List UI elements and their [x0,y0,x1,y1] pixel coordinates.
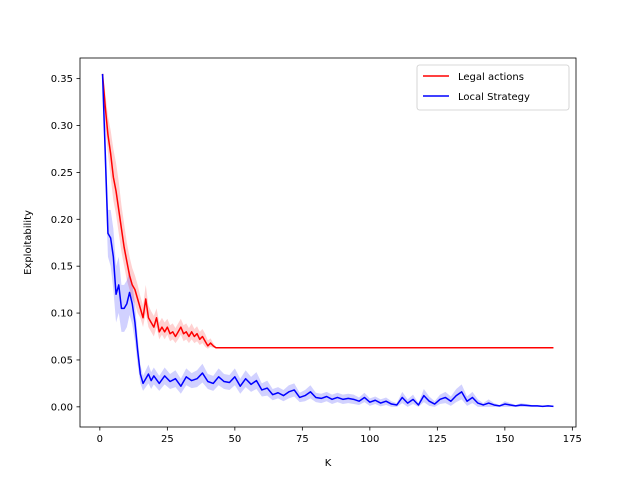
legend-box [416,64,570,111]
x-tick-label: 125 [428,434,447,445]
x-tick-label: 75 [296,434,309,445]
y-tick-label: 0.20 [51,215,73,226]
y-tick-label: 0.15 [51,262,73,273]
y-tick-label: 0.10 [51,309,73,320]
plot-area [101,73,554,408]
x-tick-label: 100 [360,434,379,445]
x-tick-label: 150 [495,434,514,445]
series-1-confidence-band [102,73,554,407]
legend-label-1: Local Strategy [458,92,530,103]
x-axis-label: K [325,458,332,469]
x-tick-label: 0 [97,434,103,445]
y-tick-label: 0.25 [51,168,73,179]
legend-label-0: Legal actions [458,72,524,83]
x-tick-label: 25 [161,434,174,445]
y-axis-label: Exploitability [23,210,34,275]
series-0-line [101,73,554,349]
legend: Legal actions Local Strategy [416,64,570,111]
y-tick-label: 0.30 [51,121,73,132]
y-tick-label: 0.05 [51,355,73,366]
x-tick-label: 175 [563,434,582,445]
series-0-confidence-band [102,73,554,349]
x-tick-label: 50 [228,434,241,445]
y-tick-label: 0.35 [51,74,73,85]
y-tick-label: 0.00 [51,402,73,413]
axes-frame [79,57,577,428]
series-1-line [101,73,554,408]
axes: 0 25 50 75 100 125 150 175 0.00 0.05 0.10 0.15 0.20 0… [51,57,582,445]
